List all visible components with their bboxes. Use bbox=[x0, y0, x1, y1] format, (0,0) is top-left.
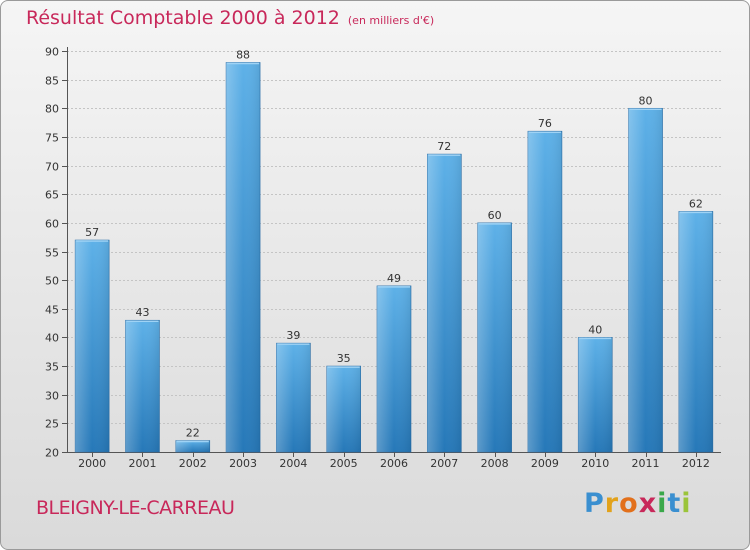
x-tick-label: 2001 bbox=[128, 457, 156, 470]
data-label: 72 bbox=[437, 140, 451, 153]
x-tick-label: 2006 bbox=[380, 457, 408, 470]
y-tick-label: 50 bbox=[45, 275, 59, 288]
logo-letter: o bbox=[619, 488, 639, 519]
y-tick-label: 40 bbox=[45, 332, 59, 345]
data-label: 35 bbox=[337, 352, 351, 365]
logo-letter: P bbox=[584, 488, 605, 519]
logo-letter: i bbox=[657, 488, 668, 519]
bar-shade bbox=[326, 366, 361, 452]
data-label: 40 bbox=[588, 323, 602, 336]
x-tick-label: 2000 bbox=[78, 457, 106, 470]
y-tick-label: 30 bbox=[45, 390, 59, 403]
bar-shade bbox=[578, 337, 613, 452]
y-tick-label: 45 bbox=[45, 304, 59, 317]
bar-shade bbox=[276, 343, 311, 452]
data-label: 80 bbox=[639, 94, 653, 107]
bar-shade bbox=[226, 62, 261, 452]
chart-subtitle: (en milliers d'€) bbox=[347, 14, 435, 27]
data-label: 76 bbox=[538, 117, 552, 130]
data-label: 57 bbox=[85, 226, 99, 239]
y-tick-label: 85 bbox=[45, 75, 59, 88]
data-label: 39 bbox=[286, 329, 300, 342]
y-tick-label: 25 bbox=[45, 418, 59, 431]
y-tick-label: 75 bbox=[45, 132, 59, 145]
bar-shade bbox=[175, 440, 210, 452]
logo-letter: i bbox=[681, 488, 692, 519]
chart-title: Résultat Comptable 2000 à 2012 (en millie… bbox=[26, 7, 434, 29]
y-tick-label: 70 bbox=[45, 161, 59, 174]
x-tick-label: 2002 bbox=[179, 457, 207, 470]
x-tick-label: 2010 bbox=[581, 457, 609, 470]
bar-shade bbox=[477, 222, 512, 452]
x-tick-label: 2004 bbox=[279, 457, 307, 470]
x-tick-label: 2009 bbox=[531, 457, 559, 470]
y-tick-label: 60 bbox=[45, 218, 59, 231]
data-label: 49 bbox=[387, 272, 401, 285]
data-label: 43 bbox=[135, 306, 149, 319]
x-tick-label: 2012 bbox=[682, 457, 710, 470]
bar-shade bbox=[75, 240, 110, 452]
x-tick-label: 2007 bbox=[430, 457, 458, 470]
y-tick-label: 20 bbox=[45, 447, 59, 460]
bar-shade bbox=[125, 320, 160, 452]
x-tick-label: 2003 bbox=[229, 457, 257, 470]
bar-shade bbox=[628, 108, 663, 453]
logo-letter: r bbox=[604, 488, 620, 519]
bar-shade bbox=[527, 131, 562, 452]
data-label: 62 bbox=[689, 197, 703, 210]
x-tick-label: 2008 bbox=[481, 457, 509, 470]
bar-shade bbox=[427, 154, 462, 452]
y-tick-label: 55 bbox=[45, 247, 59, 260]
y-tick-label: 90 bbox=[45, 46, 59, 59]
y-tick-label: 65 bbox=[45, 189, 59, 202]
y-tick-label: 80 bbox=[45, 103, 59, 116]
commune-name: BLEIGNY-LE-CARREAU bbox=[36, 497, 235, 519]
x-tick-label: 2005 bbox=[330, 457, 358, 470]
bar-shade bbox=[377, 285, 411, 452]
x-tick-label: 2011 bbox=[632, 457, 660, 470]
data-label: 88 bbox=[236, 48, 250, 61]
proxiti-logo: Proxiti bbox=[584, 488, 692, 519]
data-label: 60 bbox=[488, 209, 502, 222]
logo-letter: t bbox=[667, 488, 682, 519]
logo-letter: x bbox=[638, 488, 658, 519]
data-label: 22 bbox=[186, 427, 200, 440]
bar-shade bbox=[678, 211, 713, 452]
y-tick-label: 35 bbox=[45, 361, 59, 374]
chart-title-text: Résultat Comptable 2000 à 2012 bbox=[26, 7, 340, 29]
